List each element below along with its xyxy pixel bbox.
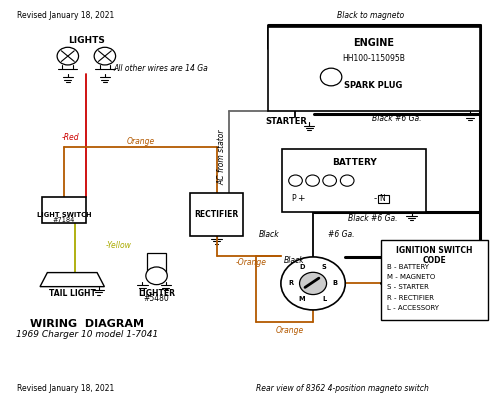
Circle shape xyxy=(300,272,326,295)
Text: CODE: CODE xyxy=(422,256,446,265)
Circle shape xyxy=(306,175,320,186)
Bar xyxy=(378,195,389,203)
Text: P: P xyxy=(291,194,296,203)
Text: M - MAGNETO: M - MAGNETO xyxy=(387,274,436,280)
Text: N: N xyxy=(380,194,385,203)
Text: -: - xyxy=(374,194,376,203)
Text: LIGHTER: LIGHTER xyxy=(138,289,175,297)
Text: L: L xyxy=(322,297,326,303)
Bar xyxy=(268,27,480,111)
Text: Revised January 18, 2021: Revised January 18, 2021 xyxy=(16,384,114,393)
Text: -Red: -Red xyxy=(62,133,79,142)
Text: Revised January 18, 2021: Revised January 18, 2021 xyxy=(16,11,114,20)
Text: Black: Black xyxy=(284,256,304,266)
Text: ENGINE: ENGINE xyxy=(353,38,394,48)
Text: D: D xyxy=(299,264,304,270)
Bar xyxy=(382,240,488,320)
Text: Orange: Orange xyxy=(276,326,304,335)
Text: SPARK PLUG: SPARK PLUG xyxy=(344,81,403,89)
Text: L - ACCESSORY: L - ACCESSORY xyxy=(387,305,439,312)
Text: Orange: Orange xyxy=(127,137,155,146)
Text: #6 Ga.: #6 Ga. xyxy=(328,230,354,239)
Text: LIGHTS: LIGHTS xyxy=(68,36,105,46)
Bar xyxy=(148,253,166,276)
Text: R: R xyxy=(288,280,294,287)
Text: 1969 Charger 10 model 1-7041: 1969 Charger 10 model 1-7041 xyxy=(16,330,159,339)
Bar xyxy=(190,193,244,236)
Text: RECTIFIER: RECTIFIER xyxy=(194,210,238,219)
Text: All other wires are 14 Ga: All other wires are 14 Ga xyxy=(113,64,208,73)
Circle shape xyxy=(94,47,116,65)
Text: HH100-115095B: HH100-115095B xyxy=(342,54,405,63)
Polygon shape xyxy=(40,272,104,287)
Text: AC from stator: AC from stator xyxy=(218,130,227,185)
Text: LIGHT SWITCH: LIGHT SWITCH xyxy=(36,212,91,218)
Text: +: + xyxy=(296,194,304,203)
Text: TAIL LIGHT: TAIL LIGHT xyxy=(49,289,96,297)
Circle shape xyxy=(340,175,354,186)
Bar xyxy=(282,149,426,212)
Circle shape xyxy=(281,257,345,310)
Text: M: M xyxy=(298,297,305,303)
Text: -Yellow: -Yellow xyxy=(106,241,132,250)
Text: Black #6 Ga.: Black #6 Ga. xyxy=(372,114,422,123)
Text: B - BATTERY: B - BATTERY xyxy=(387,264,429,270)
Text: B: B xyxy=(332,280,338,287)
Text: WIRING  DIAGRAM: WIRING DIAGRAM xyxy=(30,319,144,329)
Text: R - RECTIFIER: R - RECTIFIER xyxy=(387,295,434,301)
Text: IGNITION SWITCH: IGNITION SWITCH xyxy=(396,246,472,255)
Circle shape xyxy=(57,47,78,65)
Circle shape xyxy=(288,175,302,186)
Text: Black: Black xyxy=(258,230,279,239)
Text: #7184: #7184 xyxy=(52,217,75,223)
Text: STARTER: STARTER xyxy=(266,118,307,127)
Circle shape xyxy=(323,175,336,186)
Text: #5480: #5480 xyxy=(144,294,170,303)
Text: S: S xyxy=(322,264,326,270)
Text: -Orange: -Orange xyxy=(236,258,267,267)
Text: S - STARTER: S - STARTER xyxy=(387,285,429,291)
Text: Black #6 Ga.: Black #6 Ga. xyxy=(348,214,398,223)
Text: Rear view of 8362 4-position magneto switch: Rear view of 8362 4-position magneto swi… xyxy=(256,384,428,393)
Text: Black to magneto: Black to magneto xyxy=(336,11,404,20)
Circle shape xyxy=(146,267,168,285)
Circle shape xyxy=(320,68,342,86)
Text: BATTERY: BATTERY xyxy=(332,158,376,167)
Bar xyxy=(42,197,86,223)
